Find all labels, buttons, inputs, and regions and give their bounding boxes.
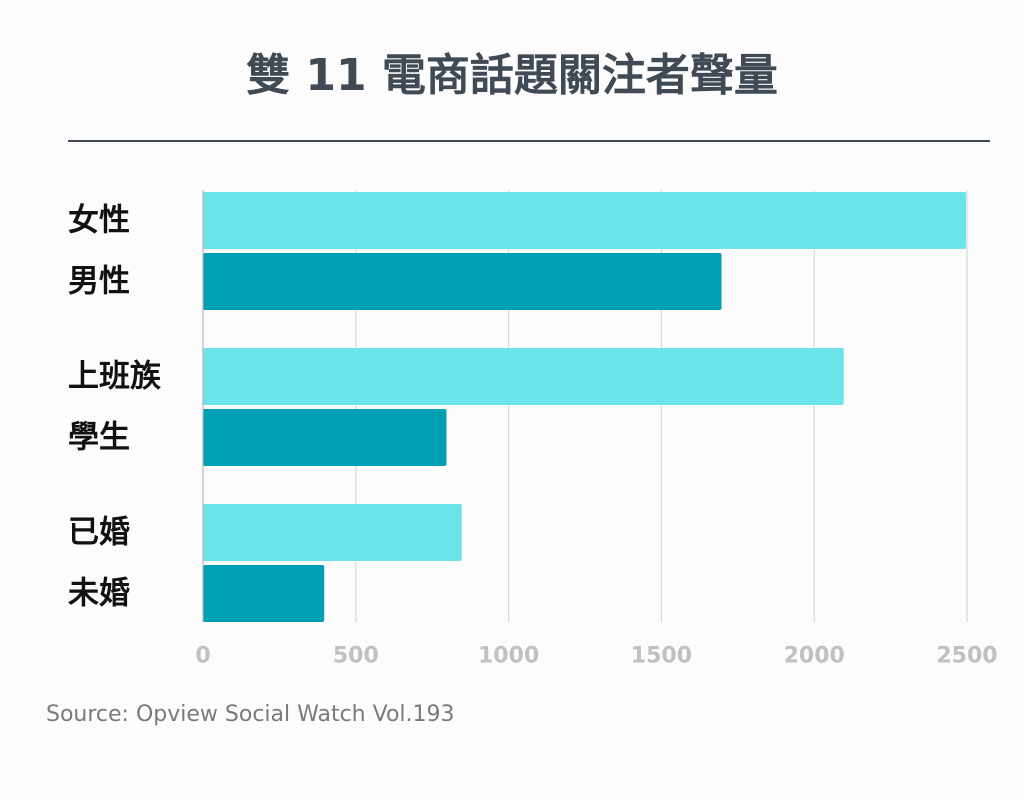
x-tick-label: 0 — [195, 644, 210, 669]
bars — [203, 192, 966, 622]
bar-1 — [203, 192, 966, 249]
bar-6 — [203, 565, 325, 622]
category-label: 男性 — [68, 264, 130, 300]
x-tick-label: 1000 — [478, 644, 539, 669]
title-divider — [68, 140, 990, 142]
category-label: 未婚 — [68, 576, 130, 612]
category-label: 學生 — [68, 420, 130, 456]
category-label: 已婚 — [68, 515, 130, 551]
bar-5 — [203, 504, 462, 561]
x-tick-label: 500 — [333, 644, 379, 669]
x-tick-labels: 0 500 1000 1500 2000 2500 — [195, 644, 997, 669]
bar-4 — [203, 409, 447, 466]
category-label: 上班族 — [68, 359, 161, 395]
source-note: Source: Opview Social Watch Vol.193 — [46, 702, 455, 727]
chart-title: 雙 11 電商話題關注者聲量 — [246, 50, 778, 101]
x-tick-label: 2000 — [784, 644, 845, 669]
x-tick-label: 2500 — [936, 644, 997, 669]
bar-3 — [203, 348, 844, 405]
x-tick-label: 1500 — [631, 644, 692, 669]
bar-2 — [203, 253, 722, 310]
category-label: 女性 — [68, 203, 130, 239]
